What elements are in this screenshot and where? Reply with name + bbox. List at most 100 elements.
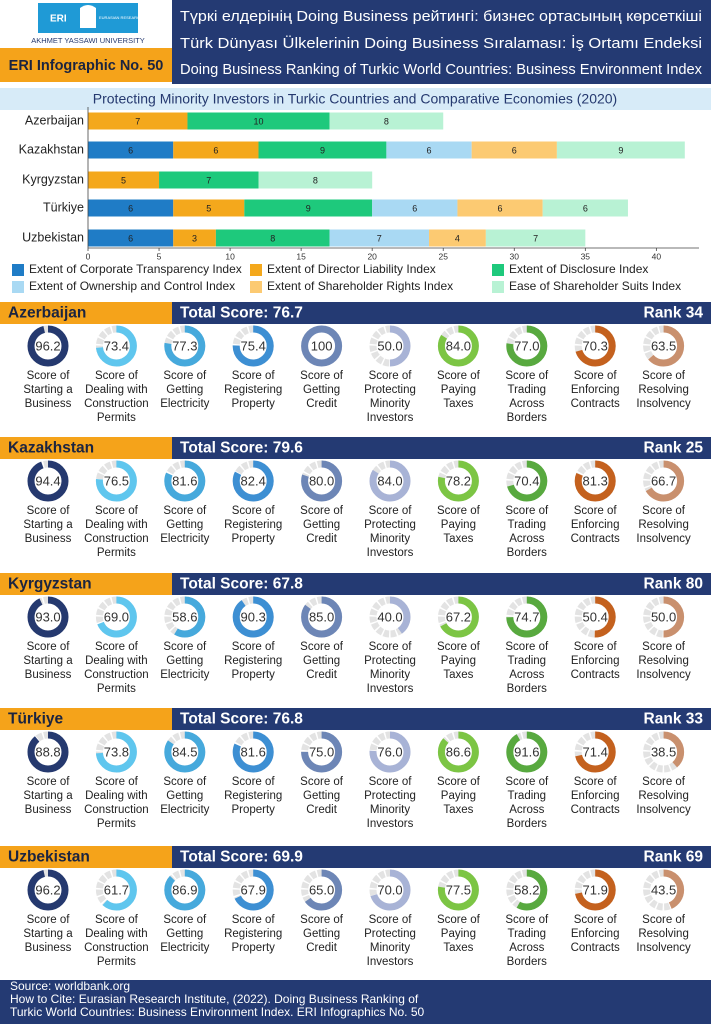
indicator-label: Score of Protecting Minority Investors [364, 914, 416, 968]
total-score: Total Score: 76.8 [180, 711, 303, 728]
score-label: 73.4 [104, 338, 129, 353]
bar-segment [88, 171, 160, 189]
score-label: 71.9 [583, 882, 608, 897]
chart-title: Protecting Minority Investors in Turkic … [93, 91, 617, 107]
indicator-label: Score of Trading Across Borders [505, 370, 549, 424]
x-tick-label: 30 [510, 251, 520, 261]
score-label: 67.2 [446, 609, 471, 624]
score-label: 77.0 [514, 338, 539, 353]
category-label: Kyrgyzstan [22, 172, 84, 186]
value-label: 7 [206, 175, 211, 185]
indicator-label: Score of Registering Property [224, 505, 283, 545]
bar-segment [173, 199, 245, 217]
rank: Rank 34 [644, 305, 704, 322]
donut-arc [232, 596, 274, 638]
donut-arc [437, 325, 479, 367]
donut-arc [95, 869, 137, 911]
score-label: 86.6 [446, 744, 471, 759]
bar-segment [329, 229, 430, 247]
indicator-label: Score of Paying Taxes [436, 641, 480, 681]
indicator-label: Score of Getting Credit [300, 641, 343, 681]
indicator-label: Score of Resolving Insolvency [636, 505, 691, 545]
indicator-label: Score of Registering Property [224, 914, 283, 954]
value-label: 6 [512, 145, 517, 155]
value-label: 10 [254, 116, 264, 126]
score-label: 78.2 [446, 473, 471, 488]
logo-university: AKHMET YASSAWI UNIVERSITY [31, 36, 145, 45]
score-label: 66.7 [651, 473, 676, 488]
total-score: Total Score: 69.9 [180, 849, 303, 866]
value-label: 4 [455, 233, 460, 243]
country-bar [0, 846, 172, 868]
score-label: 73.8 [104, 744, 129, 759]
score-label: 81.6 [172, 473, 197, 488]
indicator-label: Score of Dealing with Construction Permi… [84, 914, 149, 968]
value-label: 3 [192, 233, 197, 243]
score-label: 91.6 [514, 744, 539, 759]
indicator-label: Score of Enforcing Contracts [570, 776, 620, 816]
indicator-label: Score of Registering Property [224, 641, 283, 681]
score-label: 40.0 [377, 609, 402, 624]
bar-segment [258, 171, 373, 189]
bar-segment [159, 171, 259, 189]
donut-arc [27, 731, 69, 773]
value-label: 9 [618, 145, 623, 155]
x-tick-label: 10 [225, 251, 235, 261]
bar-segment [471, 141, 557, 159]
bar-segment [173, 141, 259, 159]
donut-arc [27, 325, 69, 367]
donut-arc [232, 869, 274, 911]
score-label: 74.7 [514, 609, 539, 624]
indicator-label: Score of Getting Electricity [160, 505, 210, 545]
score-label: 76.5 [104, 473, 129, 488]
value-label: 9 [306, 203, 311, 213]
score-label: 84.0 [377, 473, 402, 488]
donut-arc [369, 731, 411, 773]
indicator-label: Score of Starting a Business [23, 505, 73, 545]
legend-swatch [12, 264, 24, 276]
bar-segment [258, 141, 387, 159]
bar-segment [457, 199, 543, 217]
x-tick-label: 35 [581, 251, 591, 261]
donut-arc [232, 325, 274, 367]
logo-institute: EURASIAN RESEARCH INSTITUTE [99, 15, 165, 20]
score-label: 38.5 [651, 744, 676, 759]
legend-label: Extent of Ownership and Control Index [29, 279, 235, 293]
chart-title-bar [0, 88, 711, 110]
indicator-label: Score of Dealing with Construction Permi… [84, 370, 149, 424]
country-name: Türkiye [8, 711, 64, 728]
donut-arc [643, 596, 685, 638]
country-score-bar [172, 846, 711, 868]
value-label: 6 [498, 203, 503, 213]
score-label: 81.6 [241, 744, 266, 759]
indicator-label: Score of Enforcing Contracts [570, 370, 620, 410]
x-tick-label: 5 [157, 251, 162, 261]
infographic-no: ERI Infographic No. 50 [9, 58, 164, 74]
score-label: 80.0 [309, 473, 334, 488]
value-label: 6 [128, 203, 133, 213]
value-label: 6 [128, 145, 133, 155]
score-label: 81.3 [583, 473, 608, 488]
indicator-label: Score of Dealing with Construction Permi… [84, 505, 149, 559]
legend-label: Extent of Shareholder Rights Index [267, 279, 453, 293]
country-bar [0, 708, 172, 730]
bar-segment [329, 112, 444, 130]
score-label: 86.9 [172, 882, 197, 897]
bar-segment [372, 199, 458, 217]
indicator-label: Score of Getting Electricity [160, 914, 210, 954]
bar-segment [173, 229, 216, 247]
value-label: 8 [384, 116, 389, 126]
indicator-label: Score of Enforcing Contracts [570, 641, 620, 681]
rank: Rank 80 [644, 576, 703, 593]
bar-segment [88, 229, 174, 247]
x-tick-label: 0 [86, 251, 91, 261]
indicator-label: Score of Paying Taxes [436, 776, 480, 816]
donut-arc [643, 460, 685, 502]
indicator-label: Score of Trading Across Borders [505, 776, 549, 830]
indicator-label: Score of Getting Electricity [160, 641, 210, 681]
donut-arc [574, 731, 616, 773]
score-label: 67.9 [241, 882, 266, 897]
score-label: 71.4 [583, 744, 608, 759]
category-label: Azerbaijan [25, 113, 84, 127]
indicator-label: Score of Registering Property [224, 370, 283, 410]
